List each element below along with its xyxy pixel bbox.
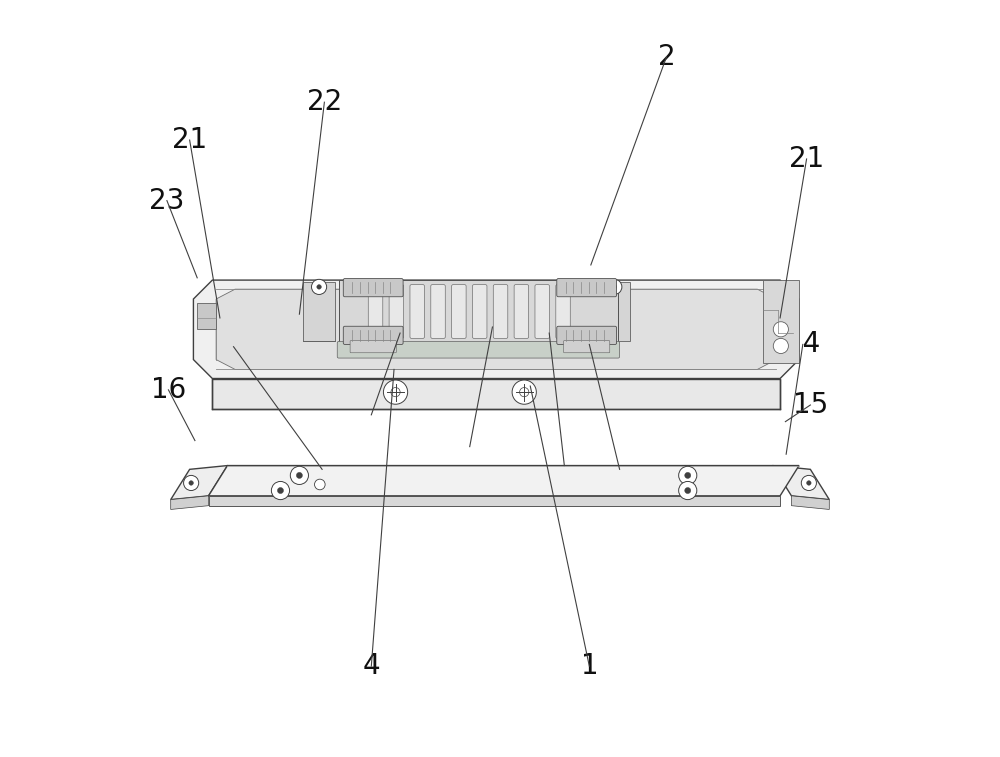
Polygon shape [303, 282, 335, 341]
Circle shape [607, 279, 622, 294]
FancyBboxPatch shape [343, 279, 403, 297]
Circle shape [773, 322, 788, 337]
Circle shape [317, 285, 321, 289]
Text: 1: 1 [581, 653, 598, 680]
Polygon shape [209, 466, 799, 496]
FancyBboxPatch shape [431, 285, 445, 338]
Text: 13: 13 [572, 331, 607, 358]
Text: 22: 22 [307, 89, 342, 116]
Text: 16: 16 [151, 376, 186, 403]
Polygon shape [193, 280, 799, 378]
FancyBboxPatch shape [556, 285, 570, 338]
Polygon shape [763, 280, 799, 363]
FancyBboxPatch shape [564, 341, 610, 353]
Circle shape [679, 481, 697, 500]
Circle shape [685, 472, 691, 478]
Text: 2: 2 [658, 43, 675, 70]
FancyBboxPatch shape [514, 285, 529, 338]
Text: 13: 13 [216, 333, 251, 360]
Text: 21: 21 [172, 126, 207, 154]
Polygon shape [598, 282, 630, 341]
FancyBboxPatch shape [337, 341, 620, 358]
Text: 23: 23 [149, 187, 185, 214]
FancyBboxPatch shape [452, 285, 466, 338]
FancyBboxPatch shape [535, 285, 549, 338]
Circle shape [315, 479, 325, 490]
FancyBboxPatch shape [410, 285, 424, 338]
Circle shape [383, 380, 408, 404]
FancyBboxPatch shape [343, 326, 403, 344]
Polygon shape [791, 496, 829, 509]
Circle shape [277, 488, 283, 494]
Polygon shape [216, 289, 776, 369]
Polygon shape [197, 303, 216, 329]
Text: 31: 31 [532, 319, 567, 347]
FancyBboxPatch shape [557, 326, 617, 344]
Polygon shape [773, 466, 829, 500]
Polygon shape [171, 496, 209, 509]
FancyBboxPatch shape [368, 285, 383, 338]
Circle shape [807, 481, 811, 485]
Circle shape [679, 466, 697, 484]
Text: 11: 11 [475, 313, 510, 341]
Polygon shape [209, 496, 780, 506]
Circle shape [296, 472, 302, 478]
FancyBboxPatch shape [557, 279, 617, 297]
Text: 15: 15 [793, 391, 828, 419]
Polygon shape [339, 280, 618, 343]
Circle shape [612, 285, 617, 289]
Circle shape [290, 466, 308, 484]
Text: 4: 4 [362, 653, 380, 680]
FancyBboxPatch shape [350, 341, 396, 353]
Circle shape [189, 481, 193, 485]
Polygon shape [171, 466, 227, 500]
Circle shape [271, 481, 290, 500]
Circle shape [184, 475, 199, 491]
Text: 32: 32 [382, 319, 418, 347]
FancyBboxPatch shape [472, 285, 487, 338]
Circle shape [685, 488, 691, 494]
Circle shape [773, 338, 788, 354]
Text: 14: 14 [785, 331, 820, 358]
Text: 21: 21 [789, 145, 824, 173]
Circle shape [512, 380, 536, 404]
Circle shape [801, 475, 816, 491]
FancyBboxPatch shape [493, 285, 508, 338]
Circle shape [312, 279, 327, 294]
FancyBboxPatch shape [389, 285, 404, 338]
Polygon shape [212, 378, 780, 409]
